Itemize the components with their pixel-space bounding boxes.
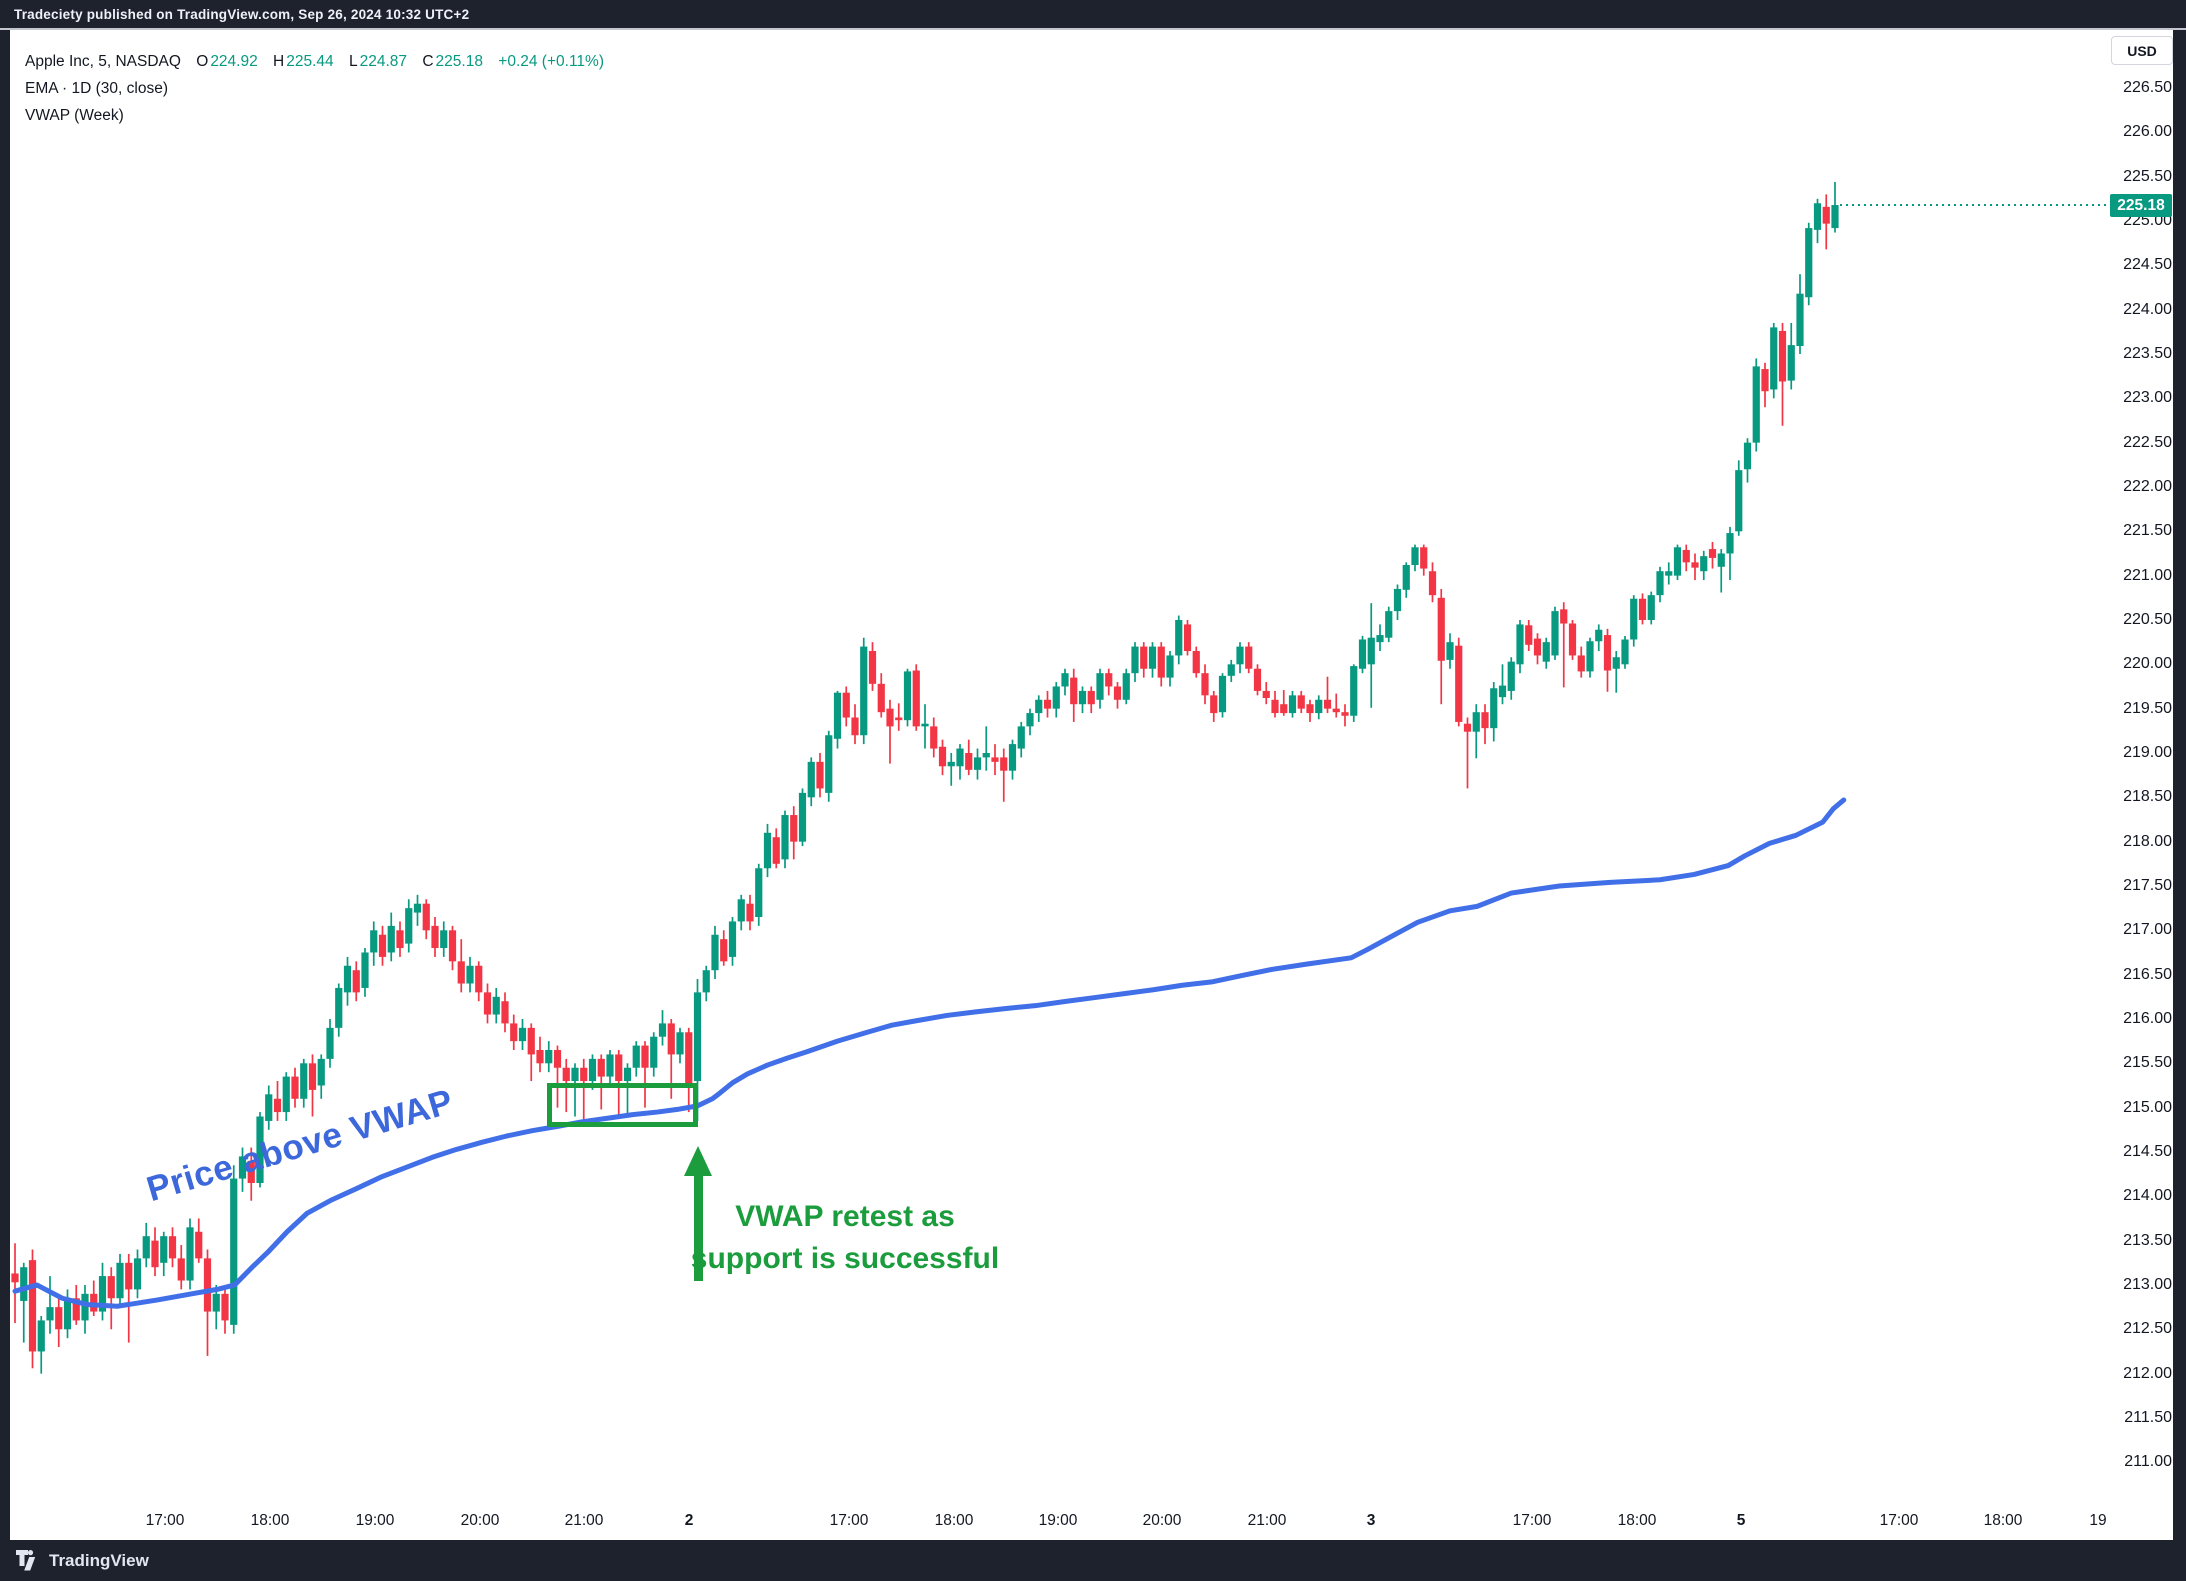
time-tick-label: 3 <box>1366 1512 1376 1529</box>
price-tick-label: 212.00 <box>2123 1364 2172 1382</box>
price-tick-label: 217.00 <box>2123 921 2172 939</box>
price-tick-label: 218.00 <box>2123 832 2172 850</box>
change-value: +0.24 (+0.11%) <box>498 53 604 70</box>
legend-indicator-ema: EMA · 1D (30, close) <box>25 80 168 97</box>
legend-symbol-row: Apple Inc, 5, NASDAQ O 224.92 H 225.44 L 22… <box>25 48 606 75</box>
time-tick-label: 19 <box>2089 1512 2107 1529</box>
currency-button[interactable]: USD <box>2111 36 2173 65</box>
price-tick-label: 215.00 <box>2123 1098 2172 1116</box>
open-value: 224.92 <box>210 53 258 70</box>
time-tick-label: 18:00 <box>1617 1512 1657 1529</box>
vwap-retest-annotation: VWAP retest as support is successful <box>585 1196 1105 1280</box>
price-tick-label: 220.50 <box>2123 610 2172 628</box>
time-tick-label: 2 <box>684 1512 694 1529</box>
price-tick-label: 223.00 <box>2123 389 2172 407</box>
vwap-retest-annotation-line1: VWAP retest as <box>735 1200 955 1233</box>
symbol-title: Apple Inc, 5, NASDAQ <box>25 53 181 70</box>
price-tick-label: 218.50 <box>2123 788 2172 806</box>
price-tick-label: 226.00 <box>2123 123 2172 141</box>
time-tick-label: 19:00 <box>1038 1512 1078 1529</box>
price-tick-label: 221.00 <box>2123 566 2172 584</box>
price-tick-label: 215.50 <box>2123 1054 2172 1072</box>
price-tick-label: 224.50 <box>2123 256 2172 274</box>
time-tick-label: 19:00 <box>355 1512 395 1529</box>
price-tick-label: 217.50 <box>2123 876 2172 894</box>
price-tick-label: 213.00 <box>2123 1275 2172 1293</box>
open-label: O <box>196 53 209 70</box>
price-tick-label: 221.50 <box>2123 522 2172 540</box>
legend-indicator-vwap: VWAP (Week) <box>25 107 124 124</box>
time-tick-label: 17:00 <box>1879 1512 1919 1529</box>
tradingview-logo-icon <box>16 1550 36 1571</box>
time-tick-label: 17:00 <box>145 1512 185 1529</box>
price-tick-label: 222.50 <box>2123 433 2172 451</box>
time-tick-label: 18:00 <box>1983 1512 2023 1529</box>
price-tick-label: 214.00 <box>2123 1187 2172 1205</box>
last-price-badge: 225.18 <box>2110 193 2172 217</box>
time-tick-label: 20:00 <box>1142 1512 1182 1529</box>
right-edge-strip <box>2173 28 2186 1540</box>
low-value: 224.87 <box>359 53 408 70</box>
price-tick-label: 225.50 <box>2123 167 2172 185</box>
time-tick-label: 5 <box>1736 1512 1746 1529</box>
price-tick-label: 224.00 <box>2123 300 2172 318</box>
price-tick-label: 212.50 <box>2123 1320 2172 1338</box>
time-tick-label: 17:00 <box>829 1512 869 1529</box>
time-tick-label: 21:00 <box>564 1512 604 1529</box>
price-tick-label: 214.50 <box>2123 1142 2172 1160</box>
price-tick-label: 219.00 <box>2123 743 2172 761</box>
high-label: H <box>273 53 285 70</box>
footer-bar: TradingView <box>0 1540 2186 1581</box>
time-tick-label: 21:00 <box>1247 1512 1287 1529</box>
time-tick-label: 17:00 <box>1512 1512 1552 1529</box>
price-tick-label: 211.00 <box>2124 1453 2172 1471</box>
time-tick-label: 20:00 <box>460 1512 500 1529</box>
time-tick-label: 18:00 <box>934 1512 974 1529</box>
chart-legend: Apple Inc, 5, NASDAQ O 224.92 H 225.44 L 22… <box>25 48 606 129</box>
vwap-retest-annotation-line2: support is successful <box>690 1242 1000 1275</box>
price-axis[interactable]: 226.50 226.00 225.50 225.00 224.50 224.00 223.… <box>2106 0 2186 1581</box>
price-tick-label: 226.50 <box>2123 79 2172 96</box>
price-tick-label: 219.50 <box>2123 699 2172 717</box>
up-arrow-shaft <box>693 1174 703 1281</box>
price-tick-label: 223.50 <box>2123 344 2172 362</box>
time-tick-label: 18:00 <box>250 1512 290 1529</box>
tradingview-logo-text: TradingView <box>49 1550 149 1570</box>
time-axis[interactable]: 17:00 18:00 19:00 20:00 21:00 2 17:00 18:00 19:0… <box>0 1490 2186 1540</box>
price-tick-label: 213.50 <box>2123 1231 2172 1249</box>
high-value: 225.44 <box>286 53 334 70</box>
price-tick-label: 220.00 <box>2123 655 2172 673</box>
price-tick-label: 216.00 <box>2123 1009 2172 1027</box>
close-value: 225.18 <box>435 53 483 70</box>
up-arrow-icon <box>684 1146 712 1176</box>
price-tick-label: 211.50 <box>2124 1408 2172 1426</box>
publish-header-text: Tradeciety published on TradingView.com,… <box>14 6 470 22</box>
price-tick-label: 222.00 <box>2123 477 2172 495</box>
close-label: C <box>422 53 434 70</box>
tradingview-logo[interactable]: TradingView <box>16 1550 149 1571</box>
vwap-retest-highlight-box <box>547 1083 698 1127</box>
low-label: L <box>348 53 358 70</box>
publish-header: Tradeciety published on TradingView.com,… <box>0 0 2186 30</box>
left-edge-strip <box>0 28 10 1540</box>
price-tick-label: 216.50 <box>2123 965 2172 983</box>
